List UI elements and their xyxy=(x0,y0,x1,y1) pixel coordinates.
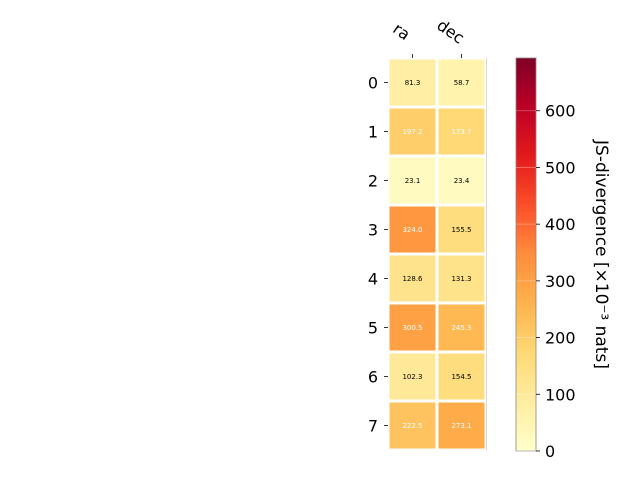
row-tick-label: 3 xyxy=(368,221,378,240)
heatmap-cell xyxy=(389,353,436,400)
cell-value-label: 197.2 xyxy=(402,128,422,136)
row-tick-label: 1 xyxy=(368,123,378,142)
row-tick-label: 5 xyxy=(368,319,378,338)
heatmap-cell xyxy=(389,157,436,204)
heatmap-cells: 81.3 58.7 197.2 173.7 23.1 23.4 324.0 155.5 128.… xyxy=(389,59,485,449)
cell-value-label: 102.3 xyxy=(402,373,422,381)
heatmap-cell xyxy=(389,402,436,449)
colorbar-tick-label: 100 xyxy=(545,385,576,404)
cell-value-label: 155.5 xyxy=(451,226,471,234)
heatmap-cell xyxy=(389,255,436,302)
heatmap-cell xyxy=(438,402,485,449)
row-tick-label: 0 xyxy=(368,74,378,93)
heatmap-cell xyxy=(438,206,485,253)
heatmap-cell xyxy=(438,353,485,400)
heatmap-cell xyxy=(389,108,436,155)
colorbar: 0 100 200 300 400 500 600 JS-divergence [×10⁻³ … xyxy=(515,57,611,461)
heatmap-cell xyxy=(438,108,485,155)
colorbar-tick-label: 300 xyxy=(545,272,576,291)
colorbar-label: JS-divergence [×10⁻³ nats] xyxy=(591,139,611,369)
heatmap-cell xyxy=(438,304,485,351)
cell-value-label: 131.3 xyxy=(451,275,471,283)
cell-value-label: 154.5 xyxy=(451,373,471,381)
colorbar-tick-label: 500 xyxy=(545,158,576,177)
heatmap-cell xyxy=(438,157,485,204)
cell-value-label: 222.5 xyxy=(402,422,422,430)
cell-value-label: 273.1 xyxy=(451,422,471,430)
column-tick-label: ra xyxy=(389,19,413,44)
heatmap-cell xyxy=(438,255,485,302)
cell-value-label: 245.3 xyxy=(451,324,471,332)
cell-value-label: 128.6 xyxy=(402,275,423,283)
row-tick-label: 6 xyxy=(368,368,378,387)
column-tick-label: dec xyxy=(433,15,467,47)
row-tick-label: 2 xyxy=(368,172,378,191)
heatmap-cell xyxy=(389,206,436,253)
colorbar-tick-label: 400 xyxy=(545,215,576,234)
cell-value-label: 173.7 xyxy=(451,128,471,136)
row-tick-label: 4 xyxy=(368,270,378,289)
cell-value-label: 23.4 xyxy=(454,177,470,185)
colorbar-frame xyxy=(515,57,537,452)
colorbar-gradient xyxy=(516,58,536,451)
cell-value-label: 324.0 xyxy=(402,226,422,234)
cell-value-label: 23.1 xyxy=(405,177,421,185)
row-tick-label: 7 xyxy=(368,417,378,436)
cell-value-label: 300.5 xyxy=(402,324,422,332)
colorbar-tick-label: 0 xyxy=(545,442,555,461)
heatmap-cell xyxy=(389,304,436,351)
cell-value-label: 81.3 xyxy=(405,79,421,87)
heatmap-cell xyxy=(438,59,485,106)
cell-value-label: 58.7 xyxy=(454,79,470,87)
colorbar-tick-label: 600 xyxy=(545,102,576,121)
heatmap-cell xyxy=(389,59,436,106)
colorbar-tick-label: 200 xyxy=(545,329,576,348)
